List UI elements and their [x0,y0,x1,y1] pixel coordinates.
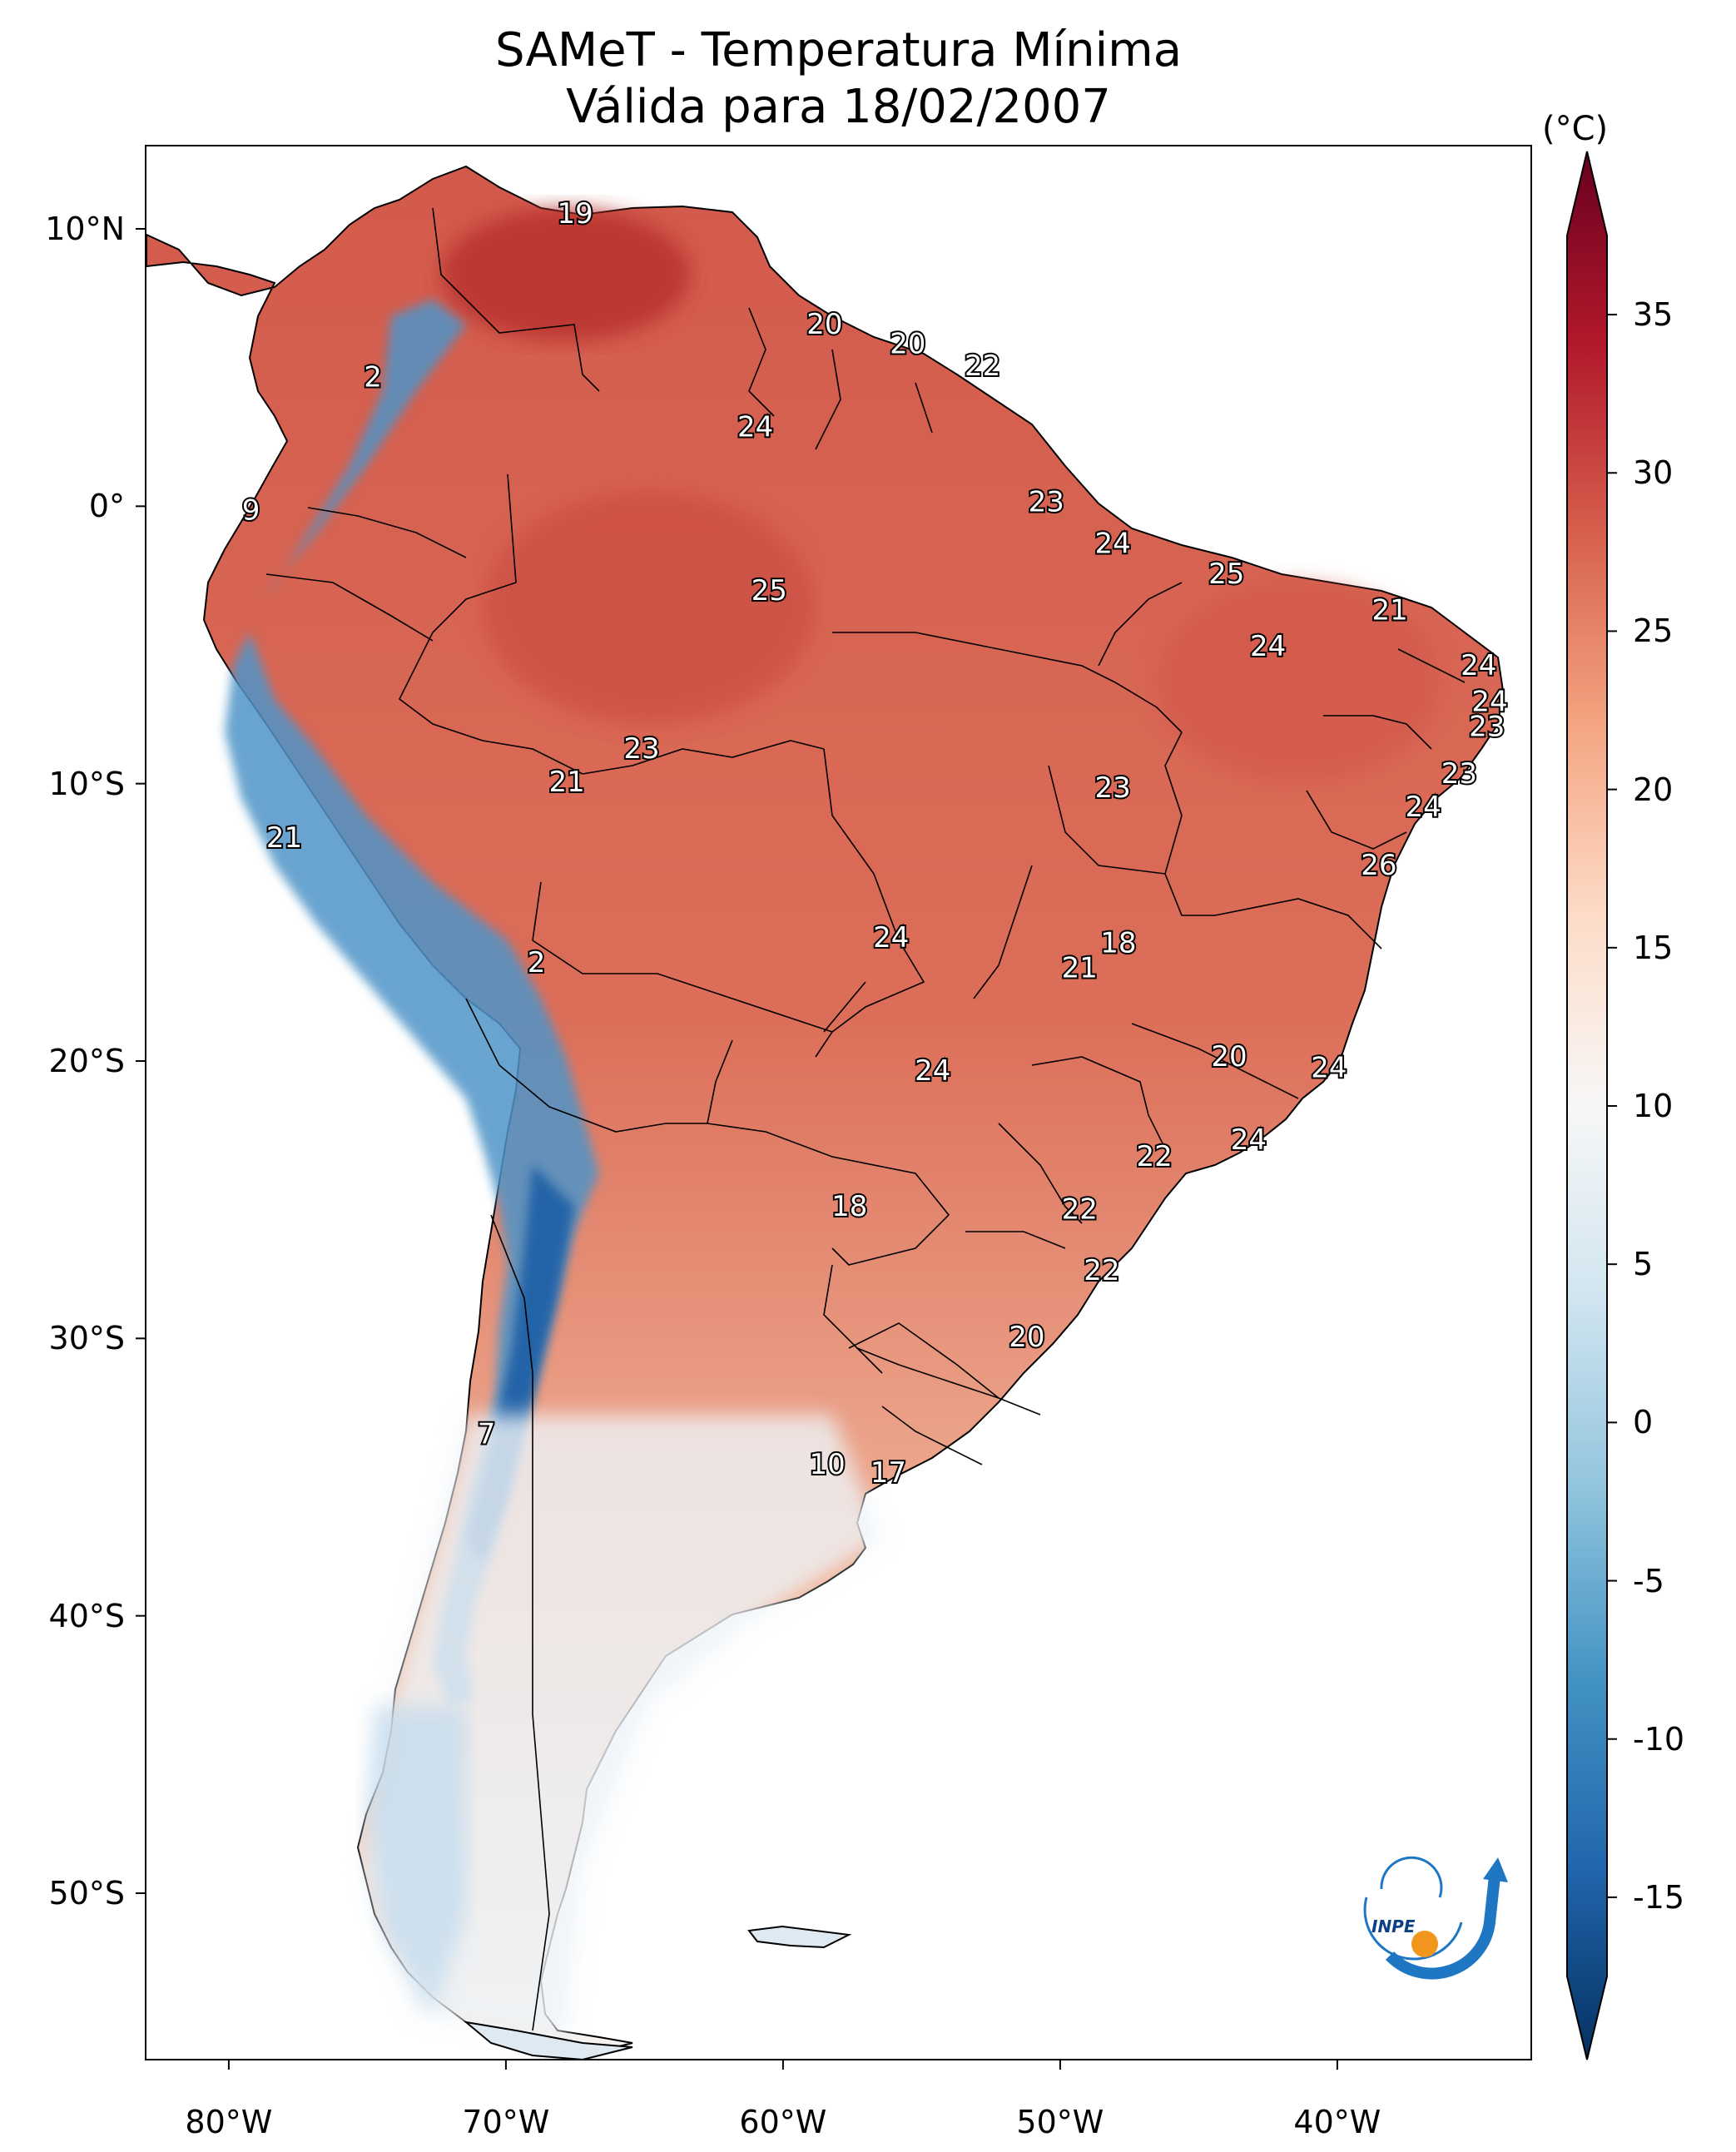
heat-core-amazon [483,491,816,724]
colorbar-tick-label: 35 [1633,296,1674,334]
colorbar-unit: (°C) [1542,110,1609,148]
station-value-label: 22 [1062,1193,1098,1227]
lat-tick-label: 10°S [48,765,125,802]
lon-tick-marks [227,2060,1338,2070]
station-value-label: 21 [266,821,302,855]
lat-tick-label: 30°S [48,1320,125,1357]
colorbar-tick-label: -15 [1633,1878,1685,1916]
station-value-label: 21 [549,766,585,799]
station-value-label: 24 [915,1054,950,1088]
colorbar-tick-label: 10 [1633,1088,1674,1124]
station-value-label: 25 [1208,558,1244,591]
map-frame [145,145,1532,2060]
colorbar-tick-label: 15 [1633,929,1674,966]
continent-group [146,165,1505,2060]
station-value-label: 24 [1471,686,1507,719]
colorbar [1566,151,1617,2060]
station-value-label: 17 [870,1456,906,1490]
lat-tick-label: 40°S [48,1597,125,1634]
colorbar-tick-label: -10 [1633,1720,1685,1758]
lon-tick-label: 40°W [1293,2104,1381,2140]
lat-tick-label: 50°S [48,1875,125,1912]
heat-core-venezuela [441,208,691,341]
station-value-label: 2 [528,946,546,979]
station-value-label: 18 [831,1190,867,1223]
station-value-label: 22 [965,350,1000,383]
station-value-label: 9 [242,494,260,528]
lon-tick-label: 70°W [462,2104,550,2140]
colorbar-tick-label: 0 [1633,1404,1654,1441]
colorbar-tick-label: 20 [1633,771,1674,808]
station-value-label: 22 [1084,1254,1119,1287]
lat-tick-label: 10°N [45,211,125,247]
station-value-label: 24 [1311,1052,1347,1085]
lon-tick-label: 80°W [185,2104,273,2140]
station-value-label: 24 [873,921,909,955]
station-value-label: 23 [1029,486,1064,519]
lat-tick-marks [136,228,146,1894]
colorbar-tick-label: 25 [1633,612,1674,650]
station-value-label: 23 [1441,757,1477,791]
station-value-label: 21 [1372,594,1408,627]
colorbar-bar [1566,151,1608,2060]
station-value-label: 20 [806,308,842,341]
patagonia-cool-area [366,1415,882,2039]
lat-tick-label: 20°S [48,1043,125,1079]
colorbar-tick-label: 5 [1633,1246,1654,1283]
southern-andes-cool [366,1706,466,2014]
station-value-label: 19 [558,197,593,231]
station-value-label: 20 [890,328,925,361]
station-value-label: 2 [364,361,382,394]
lat-tick-label: 0° [88,488,125,525]
tierra-del-fuego [463,2021,633,2060]
station-value-label: 24 [1231,1123,1267,1157]
lon-tick-label: 60°W [739,2104,827,2140]
station-value-label: 21 [1062,952,1098,985]
lon-tick-label: 50°W [1016,2104,1104,2140]
andes-cold-band [225,300,599,1706]
station-value-label: 7 [478,1418,496,1451]
station-value-label: 20 [1211,1040,1247,1074]
station-value-label: 26 [1361,849,1396,882]
colorbar-tick-label: 30 [1633,454,1674,492]
falkland-islands [747,1925,852,1949]
colorbar-tick-marks [1607,314,1617,1898]
station-value-label: 24 [1405,791,1441,824]
inpe-logo: INPE [1363,1856,1508,1980]
station-value-label: 23 [623,732,659,766]
station-value-label: 25 [751,574,787,607]
station-value-label: 24 [1095,528,1131,561]
station-value-label: 23 [1469,711,1505,744]
station-value-label: 20 [1009,1321,1044,1354]
station-value-label: 24 [737,411,773,444]
station-value-label: 18 [1100,927,1136,960]
map-subtitle: Válida para 18/02/2007 [566,80,1111,134]
map-title: SAMeT - Temperatura Mínima [494,23,1183,77]
station-value-label: 10 [810,1448,846,1481]
station-value-label: 24 [1250,630,1286,663]
heat-core-northeast [1157,583,1440,782]
station-value-label: 23 [1095,771,1131,805]
inpe-logo-text: INPE [1371,1916,1416,1936]
country-borders [265,207,1466,2031]
station-value-label: 24 [1461,649,1496,682]
colorbar-tick-label: -5 [1633,1562,1664,1599]
station-value-label: 22 [1136,1140,1172,1173]
